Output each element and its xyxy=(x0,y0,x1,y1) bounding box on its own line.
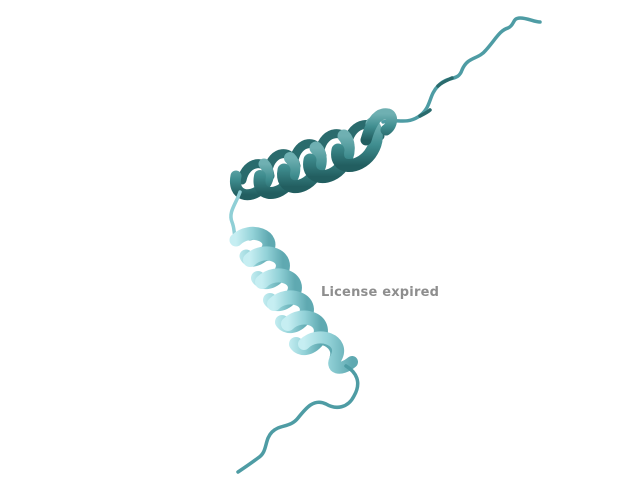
license-watermark: License expired xyxy=(321,285,440,300)
loop-c-terminal xyxy=(381,16,542,124)
helix-lower xyxy=(229,226,358,374)
loop-n-terminal xyxy=(236,364,360,474)
loop-c-terminal-shade xyxy=(418,76,454,118)
helix-upper xyxy=(229,108,398,201)
